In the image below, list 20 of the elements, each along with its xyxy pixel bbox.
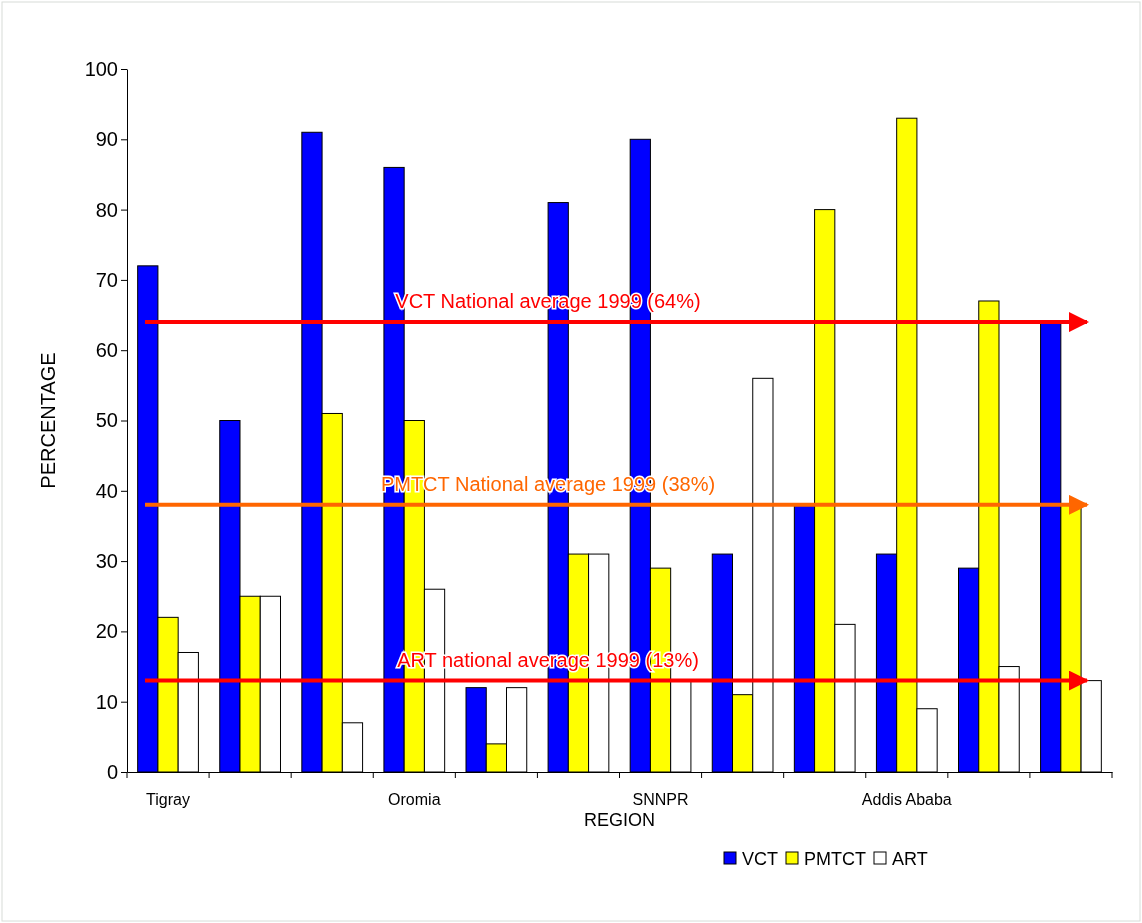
x-tick-label: Addis Ababa	[861, 791, 952, 809]
y-tick-label: 20	[95, 620, 118, 643]
y-tick-label: 30	[95, 550, 118, 572]
x-tick-label: SNNPR	[632, 791, 689, 809]
legend-label: PMTCT	[804, 849, 866, 869]
y-tick-label: 90	[95, 128, 118, 151]
legend-label: ART	[892, 849, 928, 869]
legend-label: VCT	[742, 849, 778, 869]
x-axis-title: REGION	[583, 810, 656, 830]
y-tick-label: 0	[106, 760, 118, 783]
y-tick-label: 70	[95, 268, 118, 291]
y-tick-label: 60	[95, 339, 118, 362]
y-tick-label: 40	[95, 479, 118, 502]
y-tick-label: 100	[84, 57, 118, 80]
y-tick-label: 10	[95, 690, 118, 713]
y-tick-label: 80	[95, 198, 118, 221]
y-tick-label: 50	[95, 409, 118, 432]
x-tick-label: Tigray	[146, 791, 190, 809]
x-tick-label: Oromia	[388, 791, 441, 809]
y-axis-title: PERCENTAGE	[37, 352, 59, 489]
